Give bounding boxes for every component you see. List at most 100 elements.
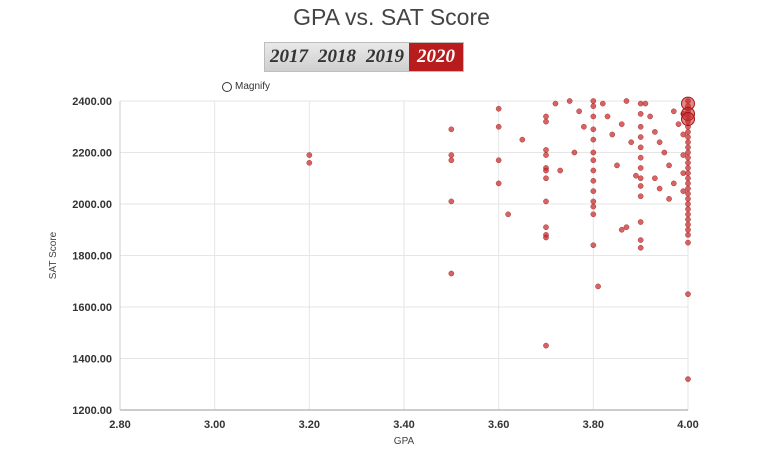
data-point[interactable] [685, 196, 691, 202]
data-point[interactable] [543, 167, 549, 174]
data-point[interactable] [448, 198, 455, 205]
data-point[interactable] [623, 98, 630, 104]
data-point[interactable] [637, 154, 644, 161]
data-point[interactable] [618, 121, 625, 127]
data-point[interactable] [685, 206, 691, 212]
data-point[interactable] [590, 167, 597, 174]
data-point[interactable] [448, 126, 455, 133]
data-point[interactable] [685, 291, 691, 297]
data-point[interactable] [590, 203, 597, 210]
data-point[interactable] [685, 185, 691, 192]
data-point[interactable] [595, 283, 601, 290]
data-point[interactable] [637, 193, 644, 200]
data-point[interactable] [637, 219, 644, 225]
data-point[interactable] [661, 149, 668, 156]
data-point[interactable] [685, 154, 691, 161]
data-point[interactable] [581, 123, 587, 130]
data-point[interactable] [543, 342, 549, 349]
data-point[interactable] [590, 188, 597, 194]
tab-year-2020[interactable]: 2020 [409, 43, 463, 71]
data-point[interactable] [543, 147, 549, 153]
data-point[interactable] [495, 180, 502, 187]
data-point[interactable] [543, 234, 549, 241]
data-point[interactable] [637, 183, 644, 189]
data-point[interactable] [590, 126, 597, 133]
data-point[interactable] [647, 113, 653, 120]
data-point[interactable] [652, 129, 658, 135]
data-point[interactable] [685, 201, 691, 207]
data-point[interactable] [637, 244, 644, 251]
data-point[interactable] [685, 232, 691, 238]
data-point[interactable] [633, 172, 639, 179]
data-point[interactable] [685, 134, 691, 140]
data-point[interactable] [600, 100, 606, 107]
data-point[interactable] [666, 162, 672, 169]
data-point[interactable] [306, 152, 313, 158]
data-point[interactable] [590, 242, 597, 248]
data-point[interactable] [637, 165, 644, 171]
data-point[interactable] [685, 376, 691, 382]
data-point[interactable] [590, 198, 597, 205]
data-point[interactable] [685, 190, 691, 197]
data-point[interactable] [590, 211, 597, 218]
data-point[interactable] [637, 237, 644, 243]
data-point[interactable] [543, 198, 549, 205]
data-point[interactable] [675, 121, 682, 127]
data-point[interactable] [685, 170, 691, 176]
data-point[interactable] [571, 149, 578, 156]
data-point[interactable] [306, 159, 313, 166]
data-point[interactable] [448, 152, 455, 158]
data-point[interactable] [637, 144, 644, 151]
data-point[interactable] [590, 113, 597, 120]
data-point[interactable] [590, 98, 597, 104]
data-point[interactable] [590, 149, 597, 156]
data-point[interactable] [576, 108, 582, 115]
data-point[interactable] [590, 136, 597, 143]
data-point[interactable] [495, 123, 502, 130]
data-point[interactable] [637, 134, 644, 140]
data-point[interactable] [495, 157, 502, 164]
data-point[interactable] [685, 165, 691, 171]
data-point[interactable] [685, 221, 691, 228]
highlighted-data-point[interactable] [681, 112, 695, 127]
data-point[interactable] [637, 175, 644, 182]
data-point[interactable] [543, 113, 549, 120]
data-point[interactable] [680, 170, 687, 176]
data-point[interactable] [637, 100, 644, 107]
data-point[interactable] [656, 185, 663, 192]
data-point[interactable] [590, 103, 597, 109]
data-point[interactable] [671, 108, 677, 115]
data-point[interactable] [552, 100, 559, 107]
data-point[interactable] [685, 226, 691, 233]
data-point[interactable] [623, 224, 630, 230]
data-point[interactable] [642, 100, 649, 107]
data-point[interactable] [448, 270, 455, 277]
radio-icon[interactable] [222, 81, 232, 92]
data-point[interactable] [628, 139, 635, 145]
data-point[interactable] [614, 162, 620, 169]
data-point[interactable] [604, 113, 611, 120]
magnify-toggle[interactable]: Magnify [222, 81, 270, 92]
data-point[interactable] [495, 105, 502, 112]
data-point[interactable] [685, 159, 691, 166]
data-point[interactable] [590, 178, 597, 184]
data-point[interactable] [543, 118, 549, 125]
tab-year-2017[interactable]: 2017 [270, 46, 308, 67]
data-point[interactable] [543, 152, 549, 158]
data-point[interactable] [685, 239, 691, 246]
data-point[interactable] [680, 152, 687, 158]
data-point[interactable] [680, 188, 687, 194]
data-point[interactable] [609, 131, 616, 138]
data-point[interactable] [685, 149, 691, 156]
tab-year-2019[interactable]: 2019 [366, 46, 404, 67]
data-point[interactable] [652, 175, 658, 182]
data-point[interactable] [680, 131, 687, 138]
data-point[interactable] [543, 224, 549, 230]
data-point[interactable] [505, 211, 511, 218]
data-point[interactable] [543, 175, 549, 182]
data-point[interactable] [519, 136, 526, 143]
data-point[interactable] [685, 180, 691, 187]
data-point[interactable] [618, 226, 625, 233]
data-point[interactable] [685, 129, 691, 135]
data-point[interactable] [637, 111, 644, 117]
